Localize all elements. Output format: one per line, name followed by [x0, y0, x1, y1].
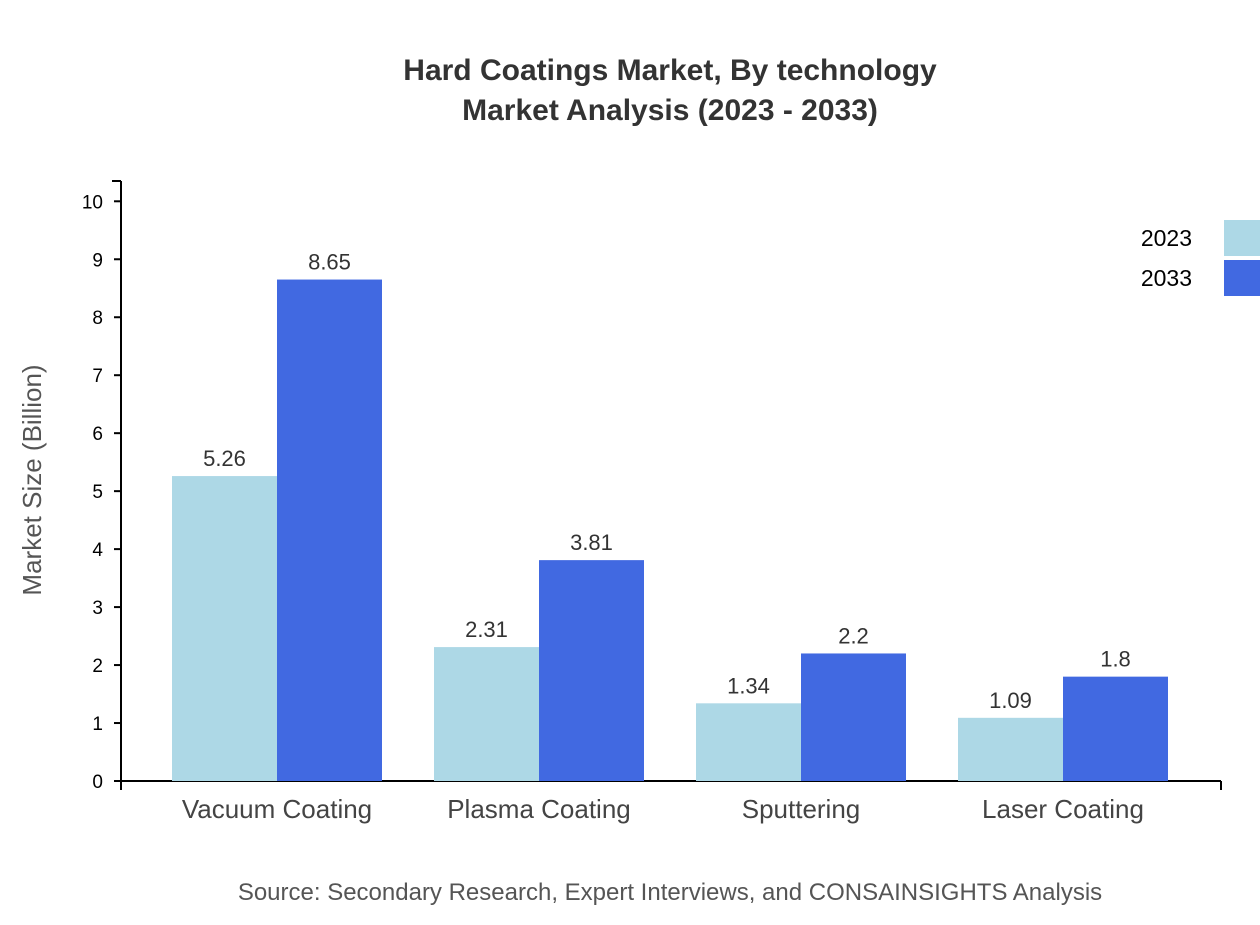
y-tick-label: 8: [92, 308, 103, 329]
y-tick-label: 9: [92, 250, 103, 271]
legend-swatch-2033: [1224, 260, 1260, 296]
y-tick-label: 3: [92, 598, 103, 619]
y-tick-label: 2: [92, 656, 103, 677]
y-tick-label: 7: [92, 366, 103, 387]
legend-swatch-2023: [1224, 220, 1260, 256]
data-label: 2.31: [465, 617, 508, 642]
bar-2033: [539, 560, 644, 781]
bar-2023: [434, 647, 539, 781]
x-tick-label: Sputtering: [742, 794, 861, 824]
y-tick-label: 6: [92, 424, 103, 445]
data-label: 2.2: [838, 623, 869, 648]
bar-2023: [696, 703, 801, 781]
y-axis-label: Market Size (Billion): [17, 364, 47, 595]
y-tick-label: 5: [92, 482, 103, 503]
x-tick-label: Plasma Coating: [447, 794, 631, 824]
bar-2033: [801, 653, 906, 781]
legend-label: 2033: [1141, 265, 1192, 291]
data-label: 3.81: [570, 530, 613, 555]
chart-title: Hard Coatings Market, By technology: [403, 54, 937, 87]
data-label: 8.65: [308, 250, 351, 275]
chart-subtitle: Market Analysis (2023 - 2033): [462, 94, 878, 127]
bar-2023: [172, 476, 277, 781]
y-tick-label: 4: [92, 540, 103, 561]
bar-2023: [958, 717, 1063, 781]
data-label: 1.09: [989, 688, 1032, 713]
y-tick-label: 10: [82, 192, 103, 213]
x-tick-label: Vacuum Coating: [182, 794, 372, 824]
data-label: 1.8: [1100, 647, 1131, 672]
bar-2033: [277, 279, 382, 781]
source-note: Source: Secondary Research, Expert Inter…: [238, 879, 1102, 906]
data-label: 1.34: [727, 673, 770, 698]
y-tick-label: 1: [92, 714, 103, 735]
y-tick-label: 0: [92, 772, 103, 793]
data-label: 5.26: [203, 446, 246, 471]
x-tick-label: Laser Coating: [982, 794, 1144, 824]
legend-label: 2023: [1141, 225, 1192, 251]
bar-2033: [1063, 676, 1168, 781]
